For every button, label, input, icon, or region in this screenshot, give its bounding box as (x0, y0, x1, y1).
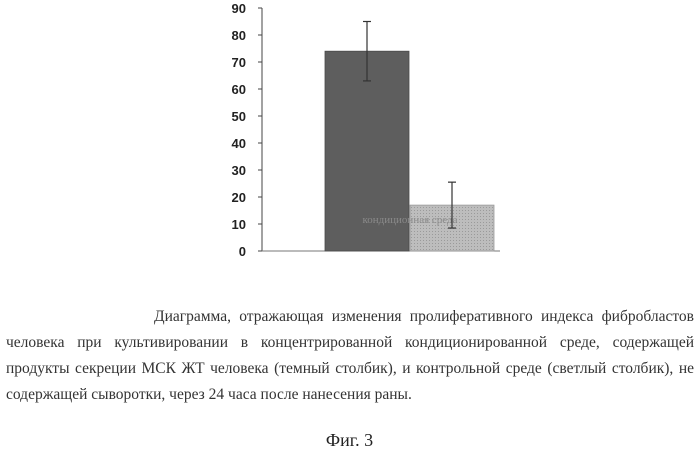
y-tick-label: 40 (232, 136, 246, 151)
y-tick-label: 50 (232, 109, 246, 124)
y-tick-label: 70 (232, 55, 246, 70)
bars: кондиционная среда (325, 51, 494, 251)
bar-chart: 0 10 20 30 40 50 60 70 80 90 кондиционная среда (0, 0, 699, 280)
y-tick-label: 80 (232, 28, 246, 43)
y-tick-label: 10 (232, 217, 246, 232)
y-tick-label: 0 (239, 244, 246, 259)
bar-overlay-text: кондиционная среда (363, 214, 458, 226)
y-tick-label: 60 (232, 82, 246, 97)
y-tick-label: 20 (232, 190, 246, 205)
figure-caption: Диаграмма, отражающая изменения пролифер… (6, 304, 694, 408)
y-tick-label: 90 (232, 1, 246, 16)
figure-label: Фиг. 3 (0, 430, 699, 451)
y-tick-label: 30 (232, 163, 246, 178)
